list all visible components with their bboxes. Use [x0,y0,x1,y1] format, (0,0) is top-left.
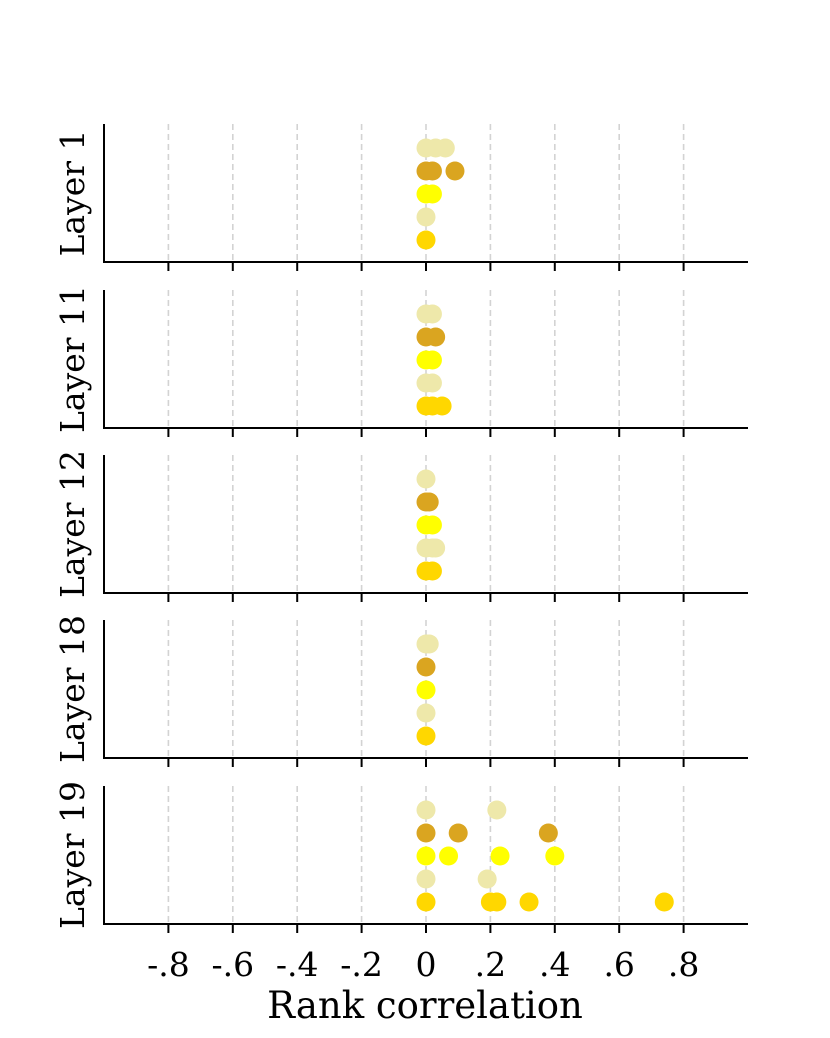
x-tick-label: -.2 [340,945,383,984]
data-point [422,561,442,581]
data-point [416,469,436,489]
panel-label: Layer 12 [53,450,92,598]
data-point [416,726,436,746]
x-tick-label: -.4 [276,945,319,984]
data-point [416,680,436,700]
data-point [416,207,436,227]
data-point [487,892,507,912]
data-point [654,892,674,912]
data-point [519,892,539,912]
data-point [422,161,442,181]
data-point [435,138,455,158]
data-point [416,892,436,912]
data-point [477,869,497,889]
panel-label: Layer 19 [53,781,92,929]
x-axis-label: Rank correlation [267,984,583,1027]
panel-layer-11: Layer 11 [53,285,748,437]
data-point [422,304,442,324]
data-point [416,657,436,677]
data-point [416,800,436,820]
data-point [416,823,436,843]
panel-label: Layer 1 [53,129,92,256]
x-tick-label: .4 [539,945,571,984]
panel-label: Layer 18 [53,615,92,763]
x-tick-label: -.8 [147,945,190,984]
data-point [490,846,510,866]
panel-label: Layer 11 [53,285,92,433]
data-point [422,350,442,370]
data-point [416,869,436,889]
data-point [422,373,442,393]
data-point [422,184,442,204]
data-point [432,396,452,416]
data-point [426,327,446,347]
data-point [416,703,436,723]
x-tick-label: 0 [416,945,437,984]
panels: Layer 1 Layer 11 Layer 12 Layer 18 Layer 19 -… [53,124,748,984]
data-point [426,538,446,558]
panel-layer-18: Layer 18 [53,615,748,767]
data-point [445,161,465,181]
x-tick-label: .6 [603,945,635,984]
data-point [422,515,442,535]
data-point [448,823,468,843]
data-point [439,846,459,866]
data-point [545,846,565,866]
data-point [487,800,507,820]
x-tick-label: .8 [668,945,700,984]
data-point [416,846,436,866]
x-tick-label: -.6 [211,945,254,984]
panel-layer-19: Layer 19 [53,781,748,933]
data-point [419,492,439,512]
panel-layer-12: Layer 12 [53,450,748,602]
panel-layer-1: Layer 1 [53,124,748,271]
data-point [538,823,558,843]
x-tick-label: .2 [475,945,507,984]
data-point [416,230,436,250]
data-point [419,634,439,654]
